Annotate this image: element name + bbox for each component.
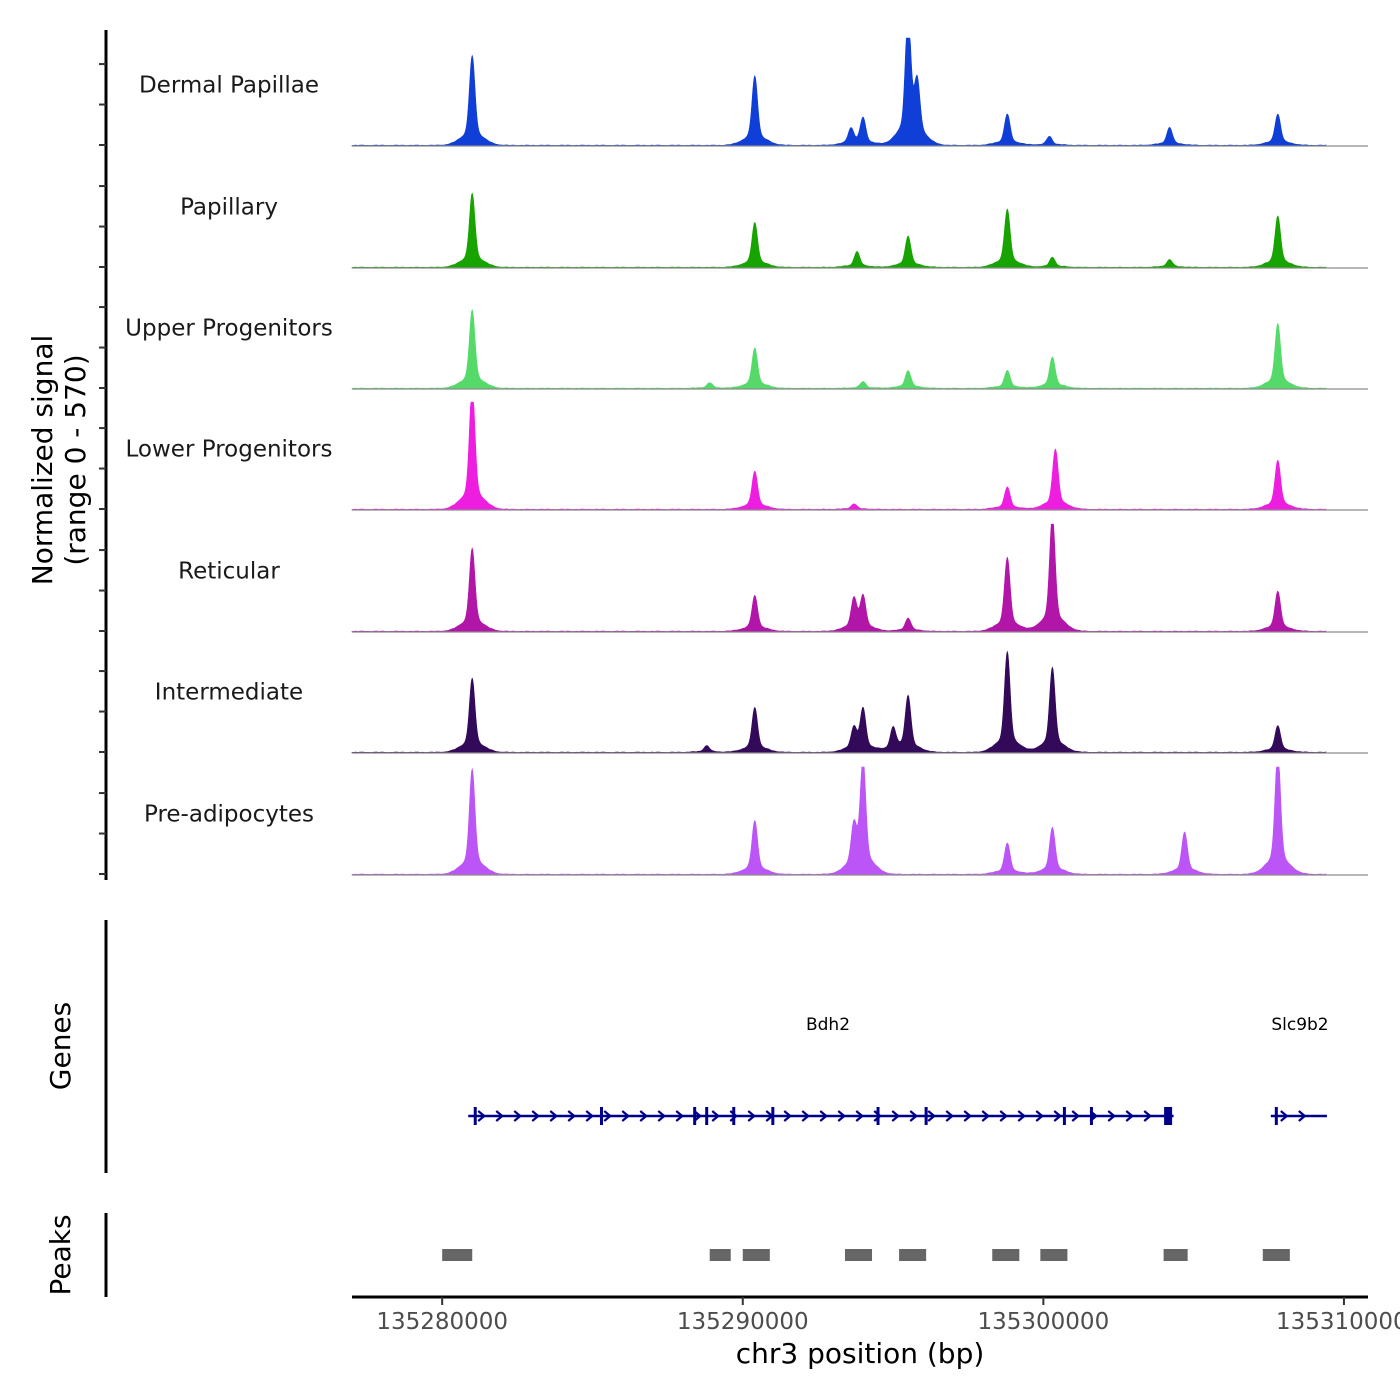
strand-arrow [1017,1110,1026,1122]
gene-label: Slc9b2 [1271,1015,1328,1035]
gene-bdh2 [468,1107,1174,1125]
peak-region [742,1249,770,1261]
strand-arrow [675,1110,684,1122]
gene-track: Bdh2 Slc9b2 [468,1015,1329,1125]
strand-arrow [747,1110,756,1122]
coverage-area [351,192,1327,269]
track-pre-adipocytes: Pre-adipocytes [144,766,1368,876]
x-tick-label: 135290000 [677,1309,809,1335]
peak-region [442,1249,473,1261]
exon [771,1107,775,1125]
y-axis-title-line2: (range 0 - 570) [59,354,92,565]
strand-arrow [819,1110,828,1122]
strand-arrow [657,1110,666,1122]
exon [1274,1107,1278,1125]
track-label: Papillary [180,195,278,221]
exon [1062,1107,1066,1125]
exon [473,1107,477,1125]
strand-arrow [1125,1110,1134,1122]
x-tick-label: 135280000 [376,1309,508,1335]
peak-region [1262,1249,1290,1261]
coverage-area [351,523,1327,633]
track-label: Lower Progenitors [126,437,333,463]
strand-arrow [585,1110,594,1122]
strand-arrow [639,1110,648,1122]
strand-arrow [1071,1110,1080,1122]
strand-arrow [531,1110,540,1122]
track-label: Pre-adipocytes [144,802,314,828]
x-tick-label: 135310000 [1276,1309,1400,1335]
strand-arrow [567,1110,576,1122]
peak-region [1040,1249,1068,1261]
strand-arrow [1053,1110,1062,1122]
exon [732,1107,736,1125]
gene-slc9b2 [1270,1107,1327,1125]
exon [693,1107,697,1125]
strand-arrow [1143,1110,1152,1122]
strand-arrow [603,1110,612,1122]
exon [924,1107,928,1125]
peak-region [844,1249,873,1261]
strand-arrow [1280,1110,1289,1122]
exon [1164,1107,1173,1125]
exon [1089,1107,1093,1125]
track-lower-progenitors: Lower Progenitors [126,401,1368,511]
strand-arrow [549,1110,558,1122]
strand-arrow [909,1110,918,1122]
peak-region [1163,1249,1188,1261]
exon [705,1107,709,1125]
track-label: Upper Progenitors [125,316,333,342]
strand-arrow [513,1110,522,1122]
genes-section-title: Genes [44,1002,77,1090]
strand-arrow [729,1110,738,1122]
exon [876,1107,880,1125]
strand-arrow [1035,1110,1044,1122]
track-intermediate: Intermediate [155,650,1368,754]
strand-arrow [495,1110,504,1122]
strand-arrow [927,1110,936,1122]
track-upper-progenitors: Upper Progenitors [125,308,1368,390]
track-label: Dermal Papillae [139,73,319,99]
strand-arrow [1298,1110,1307,1122]
y-axis-title-line1: Normalized signal [26,335,59,586]
strand-arrow [711,1110,720,1122]
strand-arrow [621,1110,630,1122]
strand-arrow [801,1110,810,1122]
strand-arrow [873,1110,882,1122]
coverage-area [351,308,1327,390]
x-tick-label: 135300000 [978,1309,1110,1335]
coverage-area [351,650,1327,754]
strand-arrow [981,1110,990,1122]
track-label: Reticular [178,559,280,585]
peak-region [709,1249,731,1261]
x-axis-title: chr3 position (bp) [736,1337,985,1370]
peaks-section-title: Peaks [44,1214,77,1295]
track-label: Intermediate [155,680,303,706]
strand-arrow [783,1110,792,1122]
exon [599,1107,603,1125]
track-papillary: Papillary [180,192,1368,269]
strand-arrow [945,1110,954,1122]
track-dermal-papillae: Dermal Papillae [139,37,1368,147]
coverage-area [351,37,1327,147]
gene-label: Bdh2 [806,1015,850,1035]
strand-arrow [855,1110,864,1122]
strand-arrow [999,1110,1008,1122]
strand-arrow [963,1110,972,1122]
peak-track [442,1249,1290,1261]
track-reticular: Reticular [178,523,1368,633]
coverage-tracks: Dermal Papillae Papillary Upper Progenitor… [125,37,1368,876]
x-axis-ticks: 135280000 135290000 135300000 135310000 [376,1297,1400,1335]
strand-arrow [891,1110,900,1122]
strand-arrow [837,1110,846,1122]
strand-arrow [693,1110,702,1122]
strand-arrow [1107,1110,1116,1122]
coverage-area [351,401,1327,511]
peak-region [899,1249,927,1261]
peak-region [992,1249,1020,1261]
signal-axis-ticks [99,63,106,875]
strand-arrow [477,1110,486,1122]
coverage-area [351,766,1327,876]
